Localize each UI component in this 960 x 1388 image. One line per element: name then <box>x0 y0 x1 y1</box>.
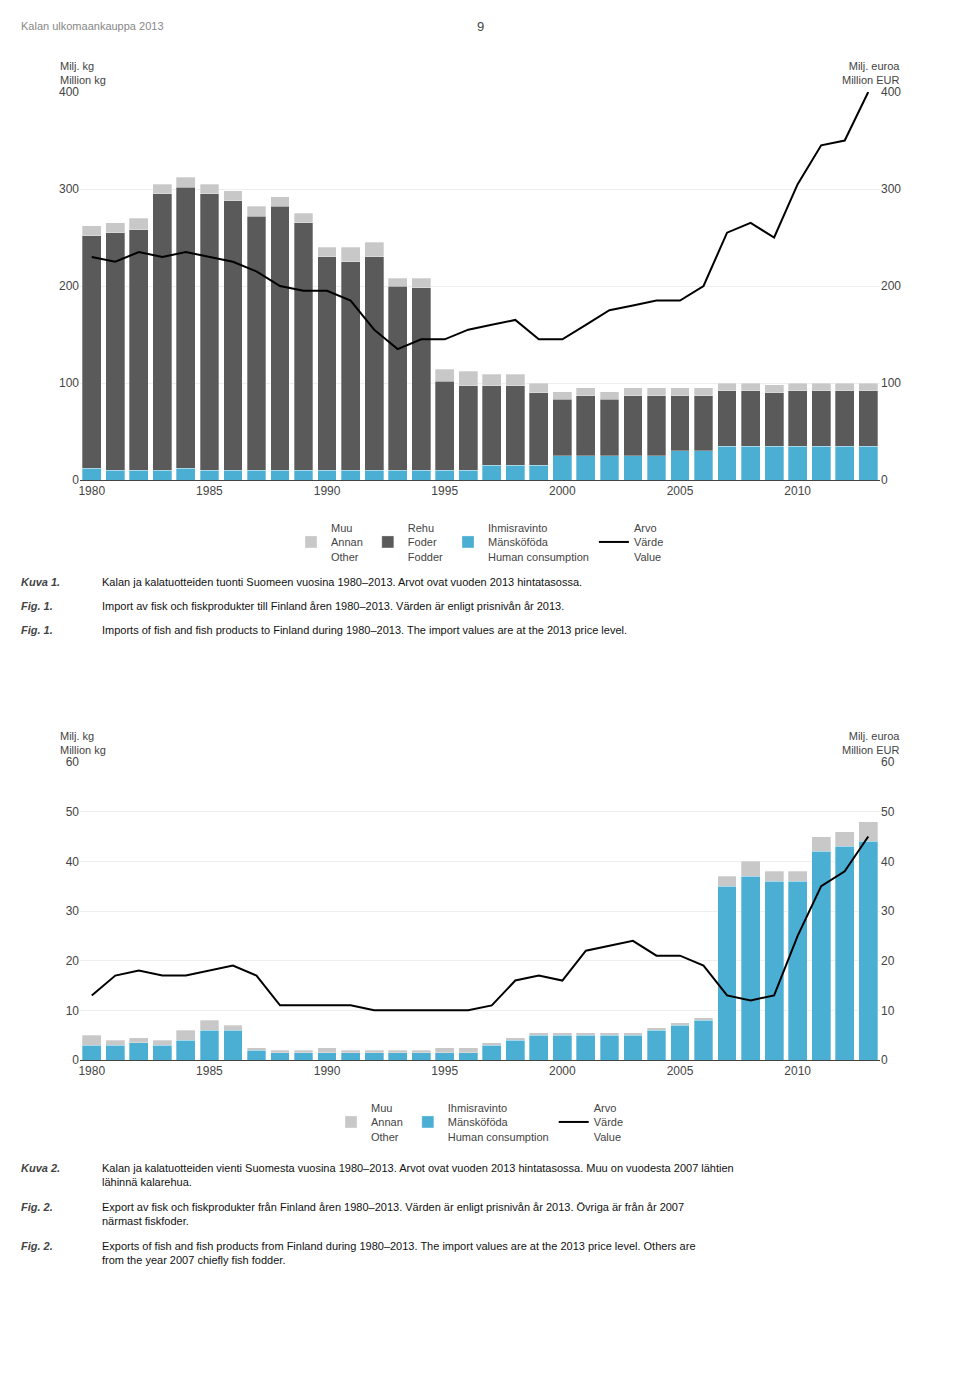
svg-text:Milj. kgMillion kg: Milj. kgMillion kg <box>60 60 106 86</box>
svg-text:Export av fisk och fiskprodukt: Export av fisk och fiskprodukter från Fi… <box>102 1201 684 1227</box>
svg-text:400: 400 <box>881 85 901 99</box>
svg-text:ArvoVärdeValue: ArvoVärdeValue <box>634 522 663 563</box>
svg-text:MuuAnnanOther: MuuAnnanOther <box>371 1102 403 1143</box>
svg-text:0: 0 <box>881 1053 888 1067</box>
svg-text:2005: 2005 <box>667 484 694 498</box>
svg-text:Fig. 1.: Fig. 1. <box>21 624 53 636</box>
svg-text:1980: 1980 <box>78 1064 105 1078</box>
svg-text:Fig. 2.: Fig. 2. <box>21 1240 53 1252</box>
svg-text:ArvoVärdeValue: ArvoVärdeValue <box>594 1102 623 1143</box>
svg-text:0: 0 <box>72 473 79 487</box>
svg-text:1995: 1995 <box>431 484 458 498</box>
svg-text:20: 20 <box>66 954 80 968</box>
svg-text:1995: 1995 <box>431 1064 458 1078</box>
svg-text:200: 200 <box>881 279 901 293</box>
svg-text:2005: 2005 <box>667 1064 694 1078</box>
svg-text:60: 60 <box>881 755 895 769</box>
svg-text:2000: 2000 <box>549 484 576 498</box>
svg-text:60: 60 <box>66 755 80 769</box>
svg-text:1980: 1980 <box>78 484 105 498</box>
svg-text:Milj. euroaMillion EUR: Milj. euroaMillion EUR <box>842 730 900 756</box>
svg-text:MuuAnnanOther: MuuAnnanOther <box>331 522 363 563</box>
svg-text:30: 30 <box>881 904 895 918</box>
svg-text:30: 30 <box>66 904 80 918</box>
svg-text:Kuva 1.: Kuva 1. <box>21 576 60 588</box>
svg-text:1990: 1990 <box>314 1064 341 1078</box>
svg-text:40: 40 <box>66 855 80 869</box>
svg-text:Imports of fish and fish produ: Imports of fish and fish products to Fin… <box>102 624 627 636</box>
svg-text:Import av fisk och fiskprodukt: Import av fisk och fiskprodukter till Fi… <box>102 600 564 612</box>
svg-text:300: 300 <box>881 182 901 196</box>
svg-text:Fig. 2.: Fig. 2. <box>21 1201 53 1213</box>
svg-text:Kalan ulkomaankauppa 2013: Kalan ulkomaankauppa 2013 <box>21 20 164 32</box>
svg-text:20: 20 <box>881 954 895 968</box>
svg-text:1990: 1990 <box>314 484 341 498</box>
svg-text:RehuFoderFodder: RehuFoderFodder <box>408 522 443 563</box>
svg-text:40: 40 <box>881 855 895 869</box>
svg-text:0: 0 <box>72 1053 79 1067</box>
svg-text:50: 50 <box>881 805 895 819</box>
svg-text:2010: 2010 <box>784 1064 811 1078</box>
svg-text:Milj. kgMillion kg: Milj. kgMillion kg <box>60 730 106 756</box>
svg-text:50: 50 <box>66 805 80 819</box>
svg-text:1985: 1985 <box>196 484 223 498</box>
svg-text:0: 0 <box>881 473 888 487</box>
svg-text:300: 300 <box>59 182 79 196</box>
svg-text:Kalan ja kalatuotteiden vienti: Kalan ja kalatuotteiden vienti Suomesta … <box>102 1162 734 1188</box>
svg-text:1985: 1985 <box>196 1064 223 1078</box>
svg-text:Fig. 1.: Fig. 1. <box>21 600 53 612</box>
svg-text:Kuva 2.: Kuva 2. <box>21 1162 60 1174</box>
svg-text:400: 400 <box>59 85 79 99</box>
svg-text:9: 9 <box>477 19 484 34</box>
svg-text:IhmisravintoMänsköfödaHuman co: IhmisravintoMänsköfödaHuman consumption <box>488 522 589 563</box>
svg-text:200: 200 <box>59 279 79 293</box>
svg-text:Kalan ja kalatuotteiden tuonti: Kalan ja kalatuotteiden tuonti Suomeen v… <box>102 576 582 588</box>
svg-text:10: 10 <box>881 1004 895 1018</box>
svg-text:100: 100 <box>59 376 79 390</box>
svg-text:10: 10 <box>66 1004 80 1018</box>
svg-text:100: 100 <box>881 376 901 390</box>
svg-text:2000: 2000 <box>549 1064 576 1078</box>
svg-text:Milj. euroaMillion EUR: Milj. euroaMillion EUR <box>842 60 900 86</box>
svg-text:IhmisravintoMänsköfödaHuman co: IhmisravintoMänsköfödaHuman consumption <box>448 1102 549 1143</box>
svg-text:2010: 2010 <box>784 484 811 498</box>
svg-text:Exports of fish and fish produ: Exports of fish and fish products from F… <box>102 1240 696 1266</box>
